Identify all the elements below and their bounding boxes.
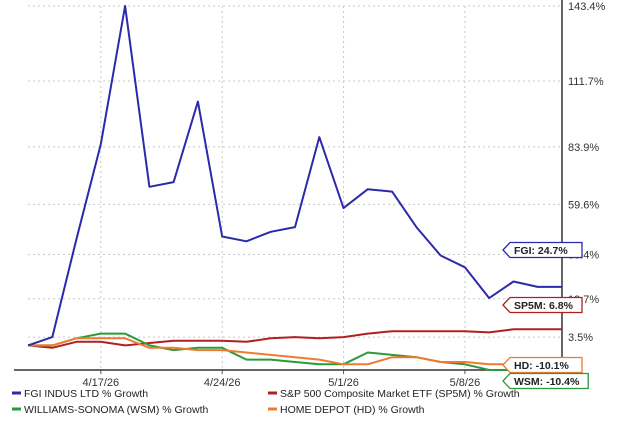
end-label-text: FGI: 24.7%	[514, 245, 568, 257]
end-label-text: WSM: -10.4%	[514, 376, 580, 388]
y-tick-label: 3.5%	[568, 332, 593, 344]
legend-label: FGI INDUS LTD % Growth	[24, 388, 148, 400]
x-tick-label: 4/24/26	[204, 377, 241, 389]
x-tick-label: 4/17/26	[82, 377, 119, 389]
legend-label: HOME DEPOT (HD) % Growth	[280, 404, 425, 416]
end-label-tag: FGI: 24.7%	[502, 241, 583, 259]
legend-label: WILLIAMS-SONOMA (WSM) % Growth	[24, 404, 209, 416]
end-label-text: HD: -10.1%	[514, 360, 570, 372]
x-tick-label: 5/8/26	[450, 377, 481, 389]
series-line-3	[28, 337, 562, 371]
legend-entry: FGI INDUS LTD % Growth	[12, 388, 148, 400]
legend-entry: HOME DEPOT (HD) % Growth	[268, 404, 425, 416]
end-label-tag: WSM: -10.4%	[502, 372, 589, 390]
legend-label: S&P 500 Composite Market ETF (SP5M) % Gr…	[280, 388, 520, 400]
axes: 143.4%111.7%83.9%59.6%38.4%19.7%3.5%4/17…	[14, 0, 606, 389]
series-line-0	[27, 5, 562, 347]
legend-entry: WILLIAMS-SONOMA (WSM) % Growth	[12, 404, 209, 416]
y-tick-label: 111.7%	[568, 76, 604, 88]
series-line-1	[27, 328, 562, 349]
series-lines	[27, 5, 562, 371]
x-tick-label: 5/1/26	[328, 377, 359, 389]
y-tick-label: 83.9%	[568, 142, 599, 154]
y-tick-label: 143.4%	[568, 1, 606, 13]
legend-entry: S&P 500 Composite Market ETF (SP5M) % Gr…	[268, 388, 520, 400]
grid-lines	[28, 5, 562, 370]
end-label-text: SP5M: 6.8%	[514, 300, 574, 312]
series-line-2	[28, 332, 562, 371]
end-label-tag: HD: -10.1%	[502, 356, 583, 374]
end-labels: FGI: 24.7% SP5M: 6.8% HD: -10.1% WSM: -10.4…	[502, 241, 589, 390]
y-tick-label: 59.6%	[568, 199, 599, 211]
legend: FGI INDUS LTD % Growth S&P 500 Composite …	[12, 388, 520, 416]
end-label-tag: SP5M: 6.8%	[502, 296, 583, 314]
